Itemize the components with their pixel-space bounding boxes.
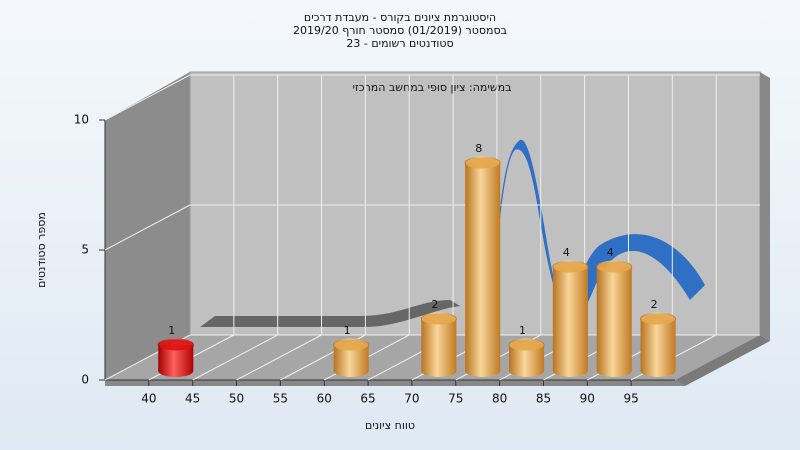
y-axis-label: מספר סטודנטים [35,212,48,288]
x-tick-label: 50 [229,392,244,406]
bar-top [420,312,457,326]
floor-edge [675,335,770,386]
x-tick-label: 55 [273,392,288,406]
bar [596,260,633,377]
data-label: 1 [168,324,175,337]
x-tick-label: 40 [141,392,156,406]
bar-body [465,163,501,371]
x-tick-label: 75 [448,392,463,406]
bar [640,312,677,377]
data-label: 2 [651,298,658,311]
y-tick-label: 5 [81,243,89,257]
x-tick-label: 90 [580,392,595,406]
bar-body [596,267,632,371]
x-tick-label: 45 [185,392,200,406]
x-tick-label: 95 [624,392,639,406]
x-tick-label: 65 [360,392,375,406]
chart-title: היסטוגרמת ציונים בקורס - מעבדת דרכים [304,11,496,24]
bar-top [464,156,501,170]
distribution-ribbon-shadow [200,300,460,327]
grid-line [104,204,191,251]
y-tick-label: 10 [74,113,89,127]
floor-front [105,380,685,386]
bar-top [596,260,633,274]
bar [420,312,457,377]
chart-title: סטודנטים רשומים - 23 [346,37,453,50]
bar-body [640,319,676,371]
chart-subtitle: במשימה: ציון סופי במחשב המרכזי [352,81,511,94]
x-tick-label: 80 [492,392,507,406]
x-tick-label: 85 [536,392,551,406]
bar-top [333,338,370,352]
x-tick-label: 60 [317,392,332,406]
grid-line [236,334,322,381]
bar [508,338,545,377]
data-label: 1 [344,324,351,337]
data-label: 1 [519,324,526,337]
data-label: 4 [563,246,570,259]
bar [464,156,501,377]
x-tick-label: 70 [404,392,419,406]
bar-top [157,338,194,352]
y-tick-label: 0 [81,373,89,387]
chart-title: בסמסטר (01/2019) סמסטר חורף 2019/20 [293,24,507,37]
grid-line [104,74,191,121]
wall-edge [760,72,770,341]
bar-body [552,267,588,371]
bar-top [640,312,677,326]
x-axis-label: טווח ציונים [365,419,415,432]
bar-top [552,260,589,274]
data-label: 4 [607,246,614,259]
bar-top [508,338,545,352]
bar [552,260,589,377]
bar-body [421,319,457,371]
bar [333,338,370,377]
grid-line [192,334,278,381]
data-label: 8 [475,142,482,155]
data-label: 2 [431,298,438,311]
bar [157,338,194,377]
left-wall [105,72,190,380]
